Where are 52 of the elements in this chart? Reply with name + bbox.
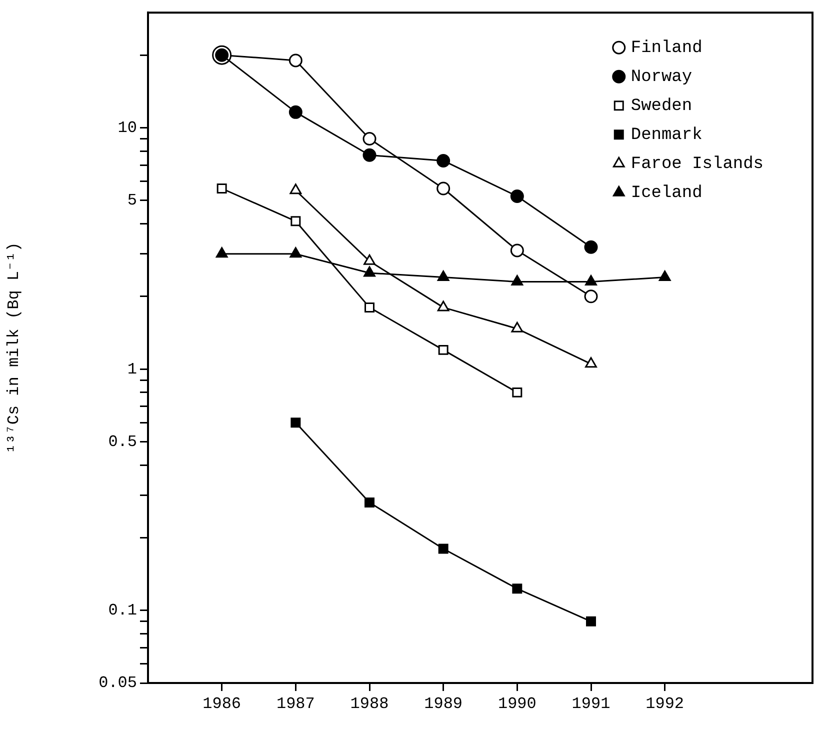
x-tick-label: 1992 [646, 694, 684, 713]
point [288, 105, 302, 119]
point [510, 244, 524, 258]
point [658, 270, 671, 282]
x-tick-label: 1988 [350, 694, 389, 713]
y-tick-label: 0.1 [108, 602, 137, 620]
legend-label: Iceland [630, 184, 702, 204]
point [584, 240, 598, 254]
point [362, 132, 376, 146]
legend-label: Finland [630, 39, 702, 58]
point [511, 275, 524, 286]
point [438, 344, 448, 355]
point [584, 290, 598, 304]
point [364, 254, 376, 265]
point [586, 616, 596, 626]
legend-label: Norway [630, 68, 692, 88]
y-tick-label: 5 [127, 192, 137, 210]
y-tick-label: 1 [127, 360, 137, 378]
x-tick-label: 1987 [276, 694, 315, 713]
point [288, 54, 302, 68]
y-axis-title: ¹³⁷Cs in milk (Bq L⁻¹) [4, 242, 23, 454]
legend-label: Denmark [630, 126, 702, 146]
y-tick-label: 0.5 [108, 432, 137, 451]
point [585, 357, 597, 368]
point [438, 544, 448, 554]
point [585, 275, 597, 286]
x-tick-label: 1991 [572, 694, 610, 713]
point [512, 584, 522, 594]
point [436, 182, 450, 196]
y-tick-label: 0.05 [98, 674, 137, 692]
x-tick-label: 1986 [202, 694, 242, 713]
point [436, 154, 450, 168]
point [437, 300, 450, 312]
legend-label: Faroe Islands [630, 155, 764, 174]
point [290, 216, 301, 226]
point [510, 190, 524, 204]
point [290, 247, 302, 258]
point [290, 184, 302, 194]
point [512, 387, 522, 398]
legend-label: Sweden [630, 97, 692, 116]
x-tick-label: 1989 [424, 694, 463, 713]
point [437, 270, 450, 282]
point [364, 497, 374, 508]
point [216, 184, 227, 194]
y-tick-label: 10 [118, 118, 137, 137]
point [511, 322, 524, 332]
point [362, 148, 376, 162]
point [364, 302, 374, 312]
point [216, 247, 228, 258]
x-tick-label: 1990 [498, 694, 536, 713]
point [290, 418, 301, 428]
point [364, 266, 376, 277]
